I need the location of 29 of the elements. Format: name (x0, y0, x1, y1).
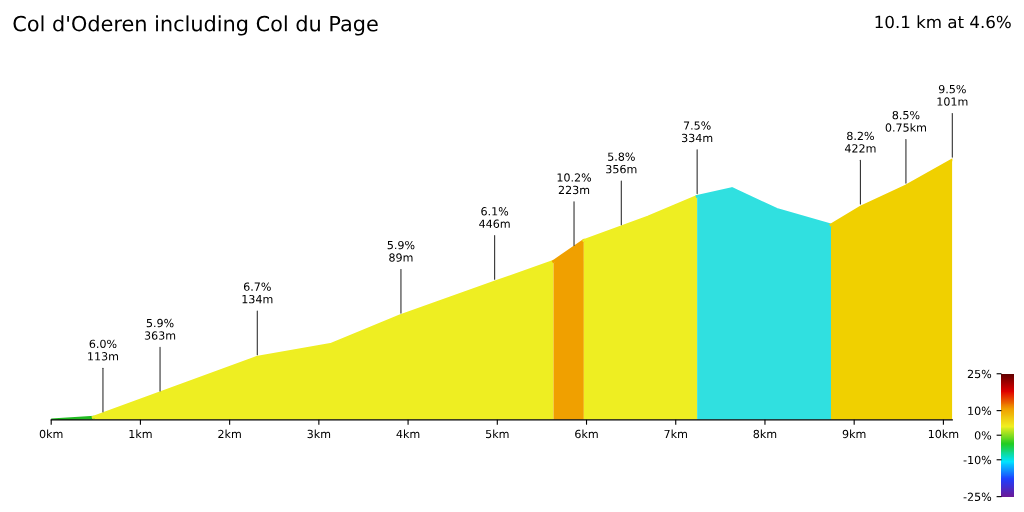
chart-subtitle: 10.1 km at 4.6% (875, 15, 1011, 29)
x-tick-label: 10km (928, 429, 959, 439)
x-tick-label: 4km (396, 429, 420, 438)
annotation: 5.9% 89m (387, 240, 415, 262)
annotation: 10.2% 223m (557, 173, 592, 195)
annotation: 8.2% 422m (844, 131, 876, 153)
x-tick-label: 8km (753, 429, 777, 439)
annotation: 6.7% 134m (242, 282, 273, 304)
annotation: 6.0% 113m (88, 339, 119, 361)
annotation: 7.5% 334m (681, 121, 713, 143)
annotation: 9.5% 101m (937, 84, 968, 106)
color-bar-label: -10% (963, 455, 992, 465)
x-tick-label: 1km (129, 429, 152, 438)
x-tick-label: 7km (664, 429, 687, 438)
annotation: 5.9% 363m (144, 318, 176, 340)
color-bar-label: 10% (968, 406, 992, 415)
annotation: 5.8% 356m (606, 152, 637, 174)
x-tick-label: 3km (307, 429, 331, 439)
annotation: 8.5% 0.75km (885, 110, 926, 132)
color-bar-label: 25% (967, 369, 992, 379)
x-tick-label: 0km (39, 429, 63, 439)
x-tick-label: 9km (842, 429, 866, 439)
color-bar-label: -25% (963, 492, 992, 502)
color-bar-label: 0% (974, 431, 992, 440)
chart-title: Col d'Oderen including Col du Page (13, 15, 378, 36)
x-tick-label: 5km (485, 429, 509, 439)
annotation: 6.1% 446m (479, 207, 510, 228)
x-tick-label: 6km (575, 429, 598, 439)
x-tick-label: 2km (218, 429, 241, 438)
